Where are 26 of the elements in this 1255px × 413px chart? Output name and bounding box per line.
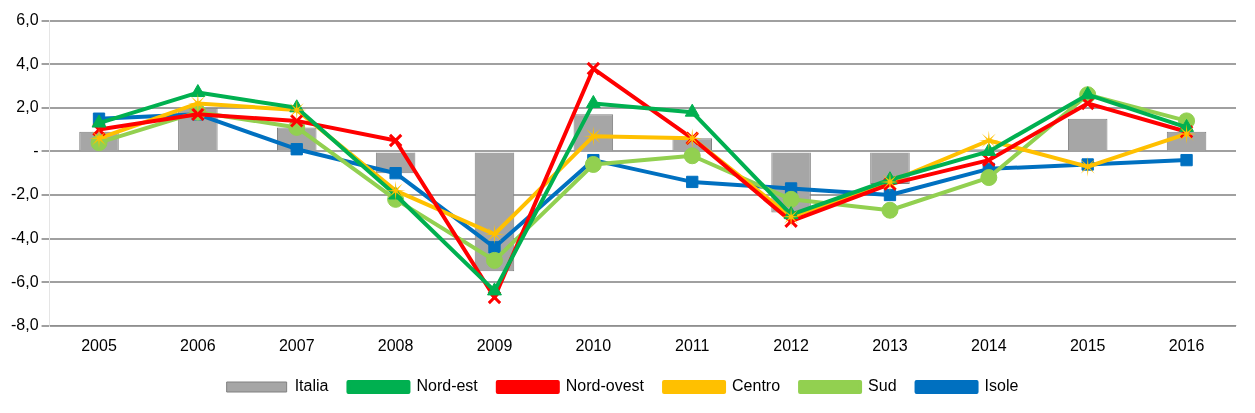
x-tick-label: 2013 [872, 336, 908, 354]
legend-label: Nord-ovest [565, 377, 645, 395]
y-tick-label: -6,0 [10, 272, 39, 290]
y-tick-label: 2,0 [16, 98, 39, 116]
legend-label: Isole [984, 377, 1019, 395]
x-tick-label: 2007 [278, 336, 315, 354]
x-tick-label: 2008 [377, 336, 414, 354]
y-tick-label: -8,0 [10, 316, 39, 334]
x-tick-label: 2006 [180, 336, 216, 354]
x-tick-label: 2010 [575, 336, 612, 354]
x-tick-label: 2015 [1069, 336, 1106, 354]
x-tick-label: 2009 [476, 336, 513, 354]
y-tick-label: -2,0 [10, 185, 39, 203]
legend-label: Sud [868, 377, 897, 395]
x-tick-label: 2005 [81, 336, 117, 354]
x-tick-label: 2012 [773, 336, 809, 354]
legend-label: Centro [732, 377, 781, 395]
y-tick-label: - [33, 141, 39, 159]
y-tick-label: 6,0 [16, 11, 39, 29]
x-tick-label: 2014 [971, 336, 1007, 354]
legend-label: Italia [294, 377, 329, 395]
y-tick-label: 4,0 [16, 54, 39, 72]
y-tick-label: -4,0 [10, 229, 39, 247]
x-tick-label: 2011 [675, 336, 710, 354]
legend-label: Nord-est [416, 377, 479, 395]
x-tick-label: 2016 [1168, 336, 1205, 354]
